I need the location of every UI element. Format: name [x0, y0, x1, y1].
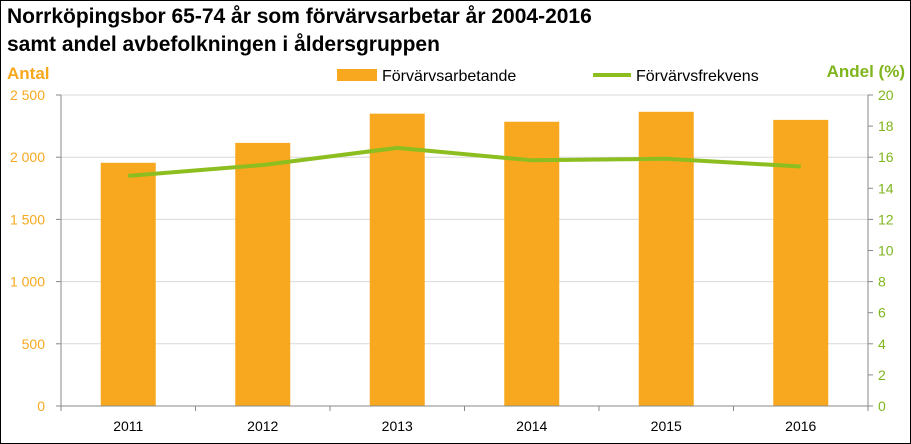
legend-label-bar: Förvärvsarbetande [382, 68, 516, 85]
gridlines [61, 94, 868, 345]
bar [773, 119, 829, 406]
y-tick-label-right: 12 [878, 211, 894, 227]
legend-label-line: Förvärvsfrekvens [636, 68, 759, 85]
y-tick-label-left: 0 [37, 398, 45, 414]
line-series-path [128, 145, 801, 178]
bar-series [100, 111, 829, 407]
y-tick-label-left: 1 000 [10, 274, 45, 290]
y-tick-label-right: 0 [878, 398, 886, 414]
legend: Förvärvsarbetande Förvärvsfrekvens [337, 68, 759, 85]
x-tick-label: 2014 [516, 418, 547, 434]
bar [235, 142, 291, 407]
y-tick-label-left: 1 500 [10, 211, 45, 227]
y-tick-label-right: 4 [878, 336, 886, 352]
bar [638, 111, 694, 406]
y-tick-label-right: 18 [878, 118, 894, 134]
x-tick-label: 2013 [382, 418, 413, 434]
axes [56, 94, 873, 411]
y-tick-label-right: 10 [878, 243, 894, 259]
line-series [128, 145, 801, 178]
y-axis-label-right: Andel (%) [827, 62, 905, 81]
chart-title-line-1: Norrköpingsbor 65-74 år som förvärvsarbe… [7, 5, 592, 28]
x-tick-label: 2012 [247, 418, 278, 434]
y-tick-label-left: 2 000 [10, 149, 45, 165]
tick-labels: 0 500 1 000 1 500 2 000 2 500 0 2 4 6 8 10 12 14 16 18 2… [10, 87, 894, 434]
y-axis-label-left: Antal [7, 64, 50, 83]
chart-title-line-2: samt andel avbefolkningen i åldersgruppe… [7, 33, 440, 56]
y-tick-label-right: 2 [878, 367, 886, 383]
y-tick-label-right: 8 [878, 274, 886, 290]
y-tick-label-right: 14 [878, 180, 894, 196]
y-tick-label-right: 20 [878, 87, 894, 103]
x-tick-label: 2015 [651, 418, 682, 434]
bar [504, 121, 560, 406]
x-tick-label: 2016 [785, 418, 816, 434]
y-tick-label-left: 500 [22, 336, 46, 352]
chart-title: Norrköpingsbor 65-74 år som förvärvsarbe… [7, 3, 592, 59]
y-tick-label-right: 6 [878, 305, 886, 321]
y-tick-label-left: 2 500 [10, 87, 45, 103]
legend-swatch-bar [337, 69, 377, 81]
bar [100, 162, 156, 406]
y-tick-label-right: 16 [878, 149, 894, 165]
bar [369, 113, 425, 406]
x-tick-label: 2011 [113, 418, 143, 434]
